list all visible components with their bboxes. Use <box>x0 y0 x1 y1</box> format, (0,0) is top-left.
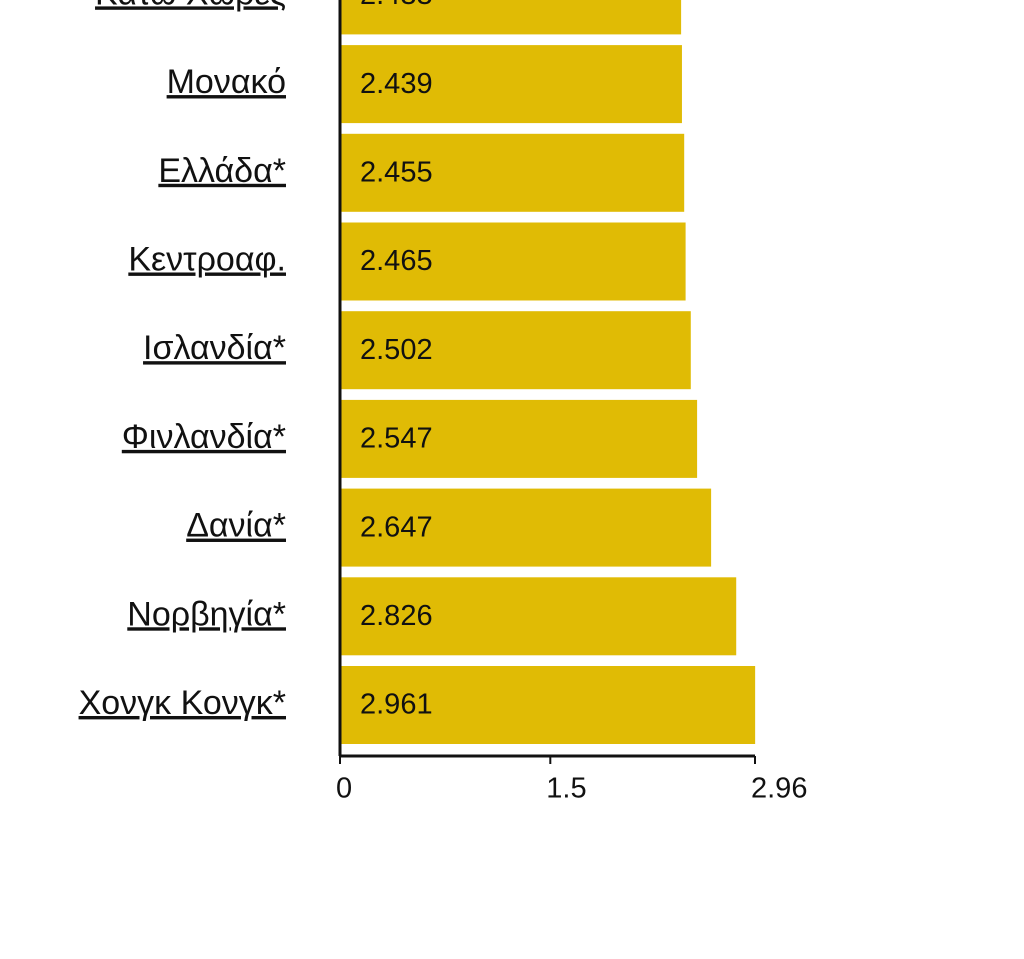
category-label: Χονγκ Κονγκ* <box>79 684 286 722</box>
value-label: 2.647 <box>360 511 433 543</box>
value-label: 2.465 <box>360 245 433 277</box>
value-label: 2.547 <box>360 423 433 455</box>
bar <box>340 311 691 390</box>
bar <box>340 222 686 301</box>
value-label: 2.439 <box>360 68 433 100</box>
bar <box>340 577 737 656</box>
bar <box>340 0 682 35</box>
category-label: Κεντροαφ. <box>128 240 286 278</box>
value-label: 2.961 <box>360 689 433 721</box>
x-tick-label: 1.5 <box>546 773 586 805</box>
bar <box>340 666 756 744</box>
category-label: Ισλανδία* <box>143 329 286 367</box>
bar <box>340 488 712 567</box>
category-label: Δανία* <box>186 507 286 545</box>
category-label: Μονακό <box>167 63 286 101</box>
x-tick-label: 2.96 <box>751 773 807 805</box>
x-tick-label: 0 <box>336 773 352 805</box>
bar <box>340 133 685 212</box>
category-label: Φινλανδία* <box>122 418 286 456</box>
bar <box>340 399 698 478</box>
value-label: 2.433 <box>360 0 433 11</box>
category-label: Κάτω Χώρες <box>95 0 286 12</box>
value-label: 2.826 <box>360 600 433 632</box>
value-label: 2.455 <box>360 156 433 188</box>
category-label: Νορβηγία* <box>127 595 286 633</box>
bar <box>340 45 682 124</box>
value-label: 2.502 <box>360 334 433 366</box>
category-label: Ελλάδα* <box>158 152 286 190</box>
